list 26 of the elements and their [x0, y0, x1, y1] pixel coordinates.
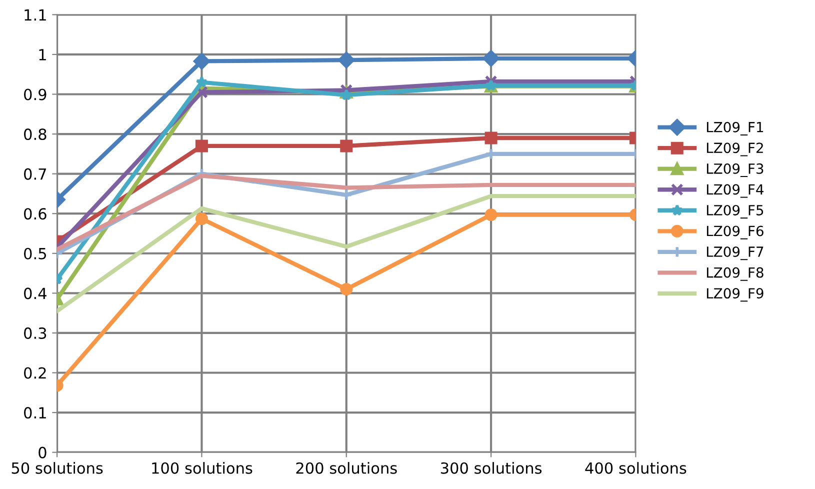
y-tick-label: 1 [39, 49, 46, 60]
legend-label: LZ09_F5 [706, 204, 764, 219]
y-tick-label: 0.2 [24, 367, 46, 379]
legend-label: LZ09_F8 [706, 267, 764, 281]
y-tick-label: 0.5 [24, 248, 46, 260]
legend-label: LZ09_F4 [706, 184, 764, 198]
x-tick-label: 300 solutions [440, 462, 542, 474]
y-tick-label: 1.1 [24, 9, 46, 20]
x-tick-label: 400 solutions [585, 462, 686, 474]
y-tick-label: 0.3 [24, 327, 46, 339]
legend-label: LZ09_F2 [706, 142, 763, 156]
legend-label: LZ09_F3 [706, 163, 764, 177]
y-tick-label: 0.9 [24, 88, 46, 100]
legend-label: LZ09_F9 [706, 288, 764, 302]
x-tick-label: 50 solutions [12, 462, 103, 474]
y-tick-label: 0 [38, 446, 46, 458]
y-tick-label: 0.6 [24, 208, 46, 220]
legend-label: LZ09_F7 [706, 246, 764, 260]
x-tick-label: 200 solutions [296, 462, 397, 474]
y-tick-label: 0.8 [24, 128, 46, 140]
y-tick-label: 0.1 [24, 407, 46, 419]
x-tick-label: 100 solutions [152, 462, 252, 474]
y-tick-label: 0.4 [24, 288, 46, 300]
y-tick-label: 0.7 [24, 168, 46, 180]
legend-label: LZ09_F1 [706, 122, 764, 136]
legend-label: LZ09_F6 [706, 226, 764, 240]
